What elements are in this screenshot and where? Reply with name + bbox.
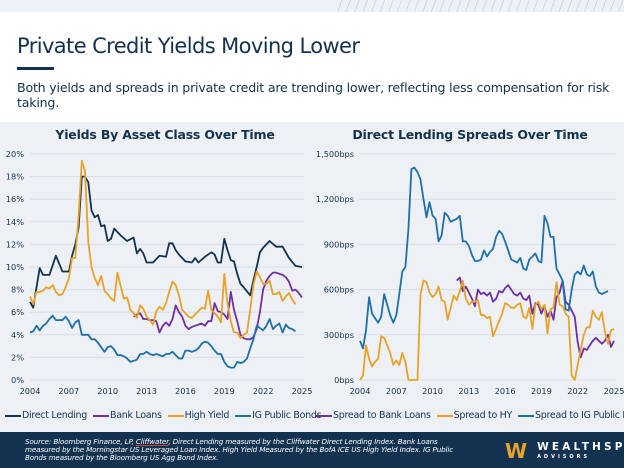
spreads-legend: Spread to Bank Loans Spread to HY Spread… [316, 410, 624, 421]
legend-item-spread-bank-loans: Spread to Bank Loans [316, 410, 431, 421]
title-underline [17, 67, 54, 70]
page-title: Private Credit Yields Moving Lower [17, 34, 360, 58]
series-line-high-yield [29, 159, 297, 340]
y-tick-label: 900bps [324, 239, 354, 249]
x-tick-label: 2007 [58, 386, 79, 396]
x-tick-label: 2016 [495, 386, 516, 396]
y-tick-label: 8% [11, 285, 24, 295]
legend-item-high-yield: High Yield [167, 410, 229, 421]
legend-swatch [436, 414, 453, 417]
x-tick-label: 2004 [350, 386, 371, 396]
top-band [0, 0, 624, 12]
source-note: Source: Bloomberg Finance, LP, Cliffwate… [25, 437, 454, 463]
yields-chart: 0% 2% 4% 6% 8% 10% 12% 14% 16% 18% 20% 2004 2007 2010… [6, 149, 313, 396]
legend-swatch [92, 414, 109, 417]
x-tick-label: 2025 [604, 386, 624, 396]
y-tick-label: 10% [6, 262, 24, 272]
legend-item-spread-ig: Spread to IG Public Bonds [518, 410, 624, 421]
series-line-spread-to-ig-public-bonds [359, 166, 609, 350]
x-tick-label: 2010 [422, 386, 443, 396]
wealthspire-logo: W WEALTHSPIRE ADVISORS [505, 441, 624, 461]
yields-chart-title: Yields By Asset Class Over Time [55, 127, 275, 142]
legend-swatch [167, 414, 184, 417]
yields-legend: Direct Lending Bank Loans High Yield IG … [5, 410, 327, 421]
logo-name: WEALTHSPIRE [537, 441, 624, 453]
series-line-ig-public-bonds [29, 314, 297, 369]
y-tick-label: 0bps [334, 375, 354, 385]
legend-swatch [518, 414, 535, 417]
x-tick-label: 2022 [253, 386, 274, 396]
x-tick-label: 2016 [175, 386, 196, 396]
series-line-spread-to-bank-loans [456, 276, 615, 359]
series-line-spread-to-hy [359, 279, 615, 381]
decorative-stripes [334, 0, 624, 12]
x-tick-label: 2025 [292, 386, 313, 396]
legend-item-bank-loans: Bank Loans [92, 410, 162, 421]
spreads-chart-title: Direct Lending Spreads Over Time [352, 127, 588, 142]
y-tick-label: 20% [6, 149, 24, 159]
y-tick-label: 600bps [324, 285, 354, 295]
y-tick-label: 16% [6, 194, 24, 204]
series-line-bank-loans [133, 271, 303, 341]
legend-swatch [235, 414, 252, 417]
y-tick-label: 14% [6, 217, 24, 227]
x-tick-label: 2010 [97, 386, 118, 396]
x-tick-label: 2007 [386, 386, 407, 396]
y-tick-label: 6% [11, 307, 24, 317]
y-tick-label: 1,200bps [316, 194, 354, 204]
spreads-chart: 0bps 300bps 600bps 900bps 1,200bps 1,500bps 20… [316, 149, 624, 396]
legend-swatch [5, 414, 21, 417]
y-tick-label: 12% [6, 239, 24, 249]
y-tick-label: 1,500bps [316, 149, 354, 159]
page-subtitle: Both yields and spreads in private credi… [17, 80, 610, 110]
y-tick-label: 18% [6, 172, 24, 182]
legend-item-spread-hy: Spread to HY [436, 410, 512, 421]
y-tick-label: 300bps [324, 330, 354, 340]
legend-item-ig-public-bonds: IG Public Bonds [235, 410, 322, 421]
legend-swatch [316, 414, 332, 417]
x-tick-label: 2004 [20, 386, 41, 396]
legend-item-direct-lending: Direct Lending [5, 410, 87, 421]
x-tick-label: 2019 [531, 386, 552, 396]
x-tick-label: 2013 [458, 386, 479, 396]
y-tick-label: 2% [11, 352, 24, 362]
series-line-direct-lending [29, 175, 303, 309]
x-tick-label: 2013 [136, 386, 157, 396]
logo-subtitle: ADVISORS [537, 454, 591, 460]
logo-mark-icon: W [505, 439, 528, 463]
x-tick-label: 2022 [567, 386, 588, 396]
y-tick-label: 0% [11, 375, 24, 385]
x-tick-label: 2019 [214, 386, 235, 396]
y-tick-label: 4% [11, 330, 24, 340]
footer-bar [0, 432, 624, 468]
